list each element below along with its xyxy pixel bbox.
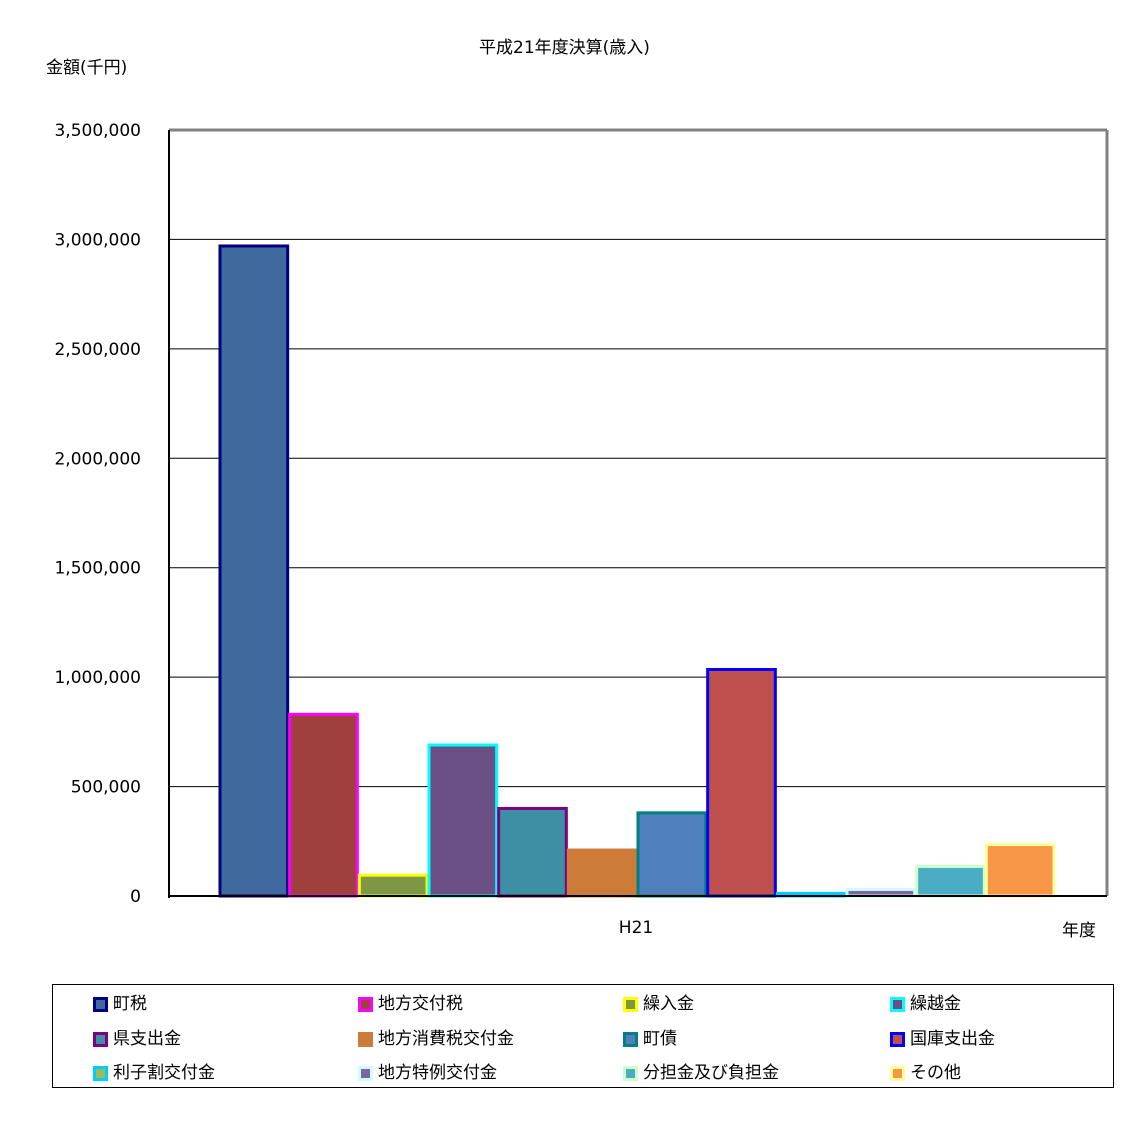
bar	[984, 843, 1056, 898]
legend-label: 利子割交付金	[113, 1063, 215, 1083]
x-axis-label: 年度	[1062, 921, 1096, 941]
legend-label: 繰越金	[910, 994, 961, 1014]
y-tick-label: 1,000,000	[54, 668, 141, 688]
chart-title: 平成21年度決算(歳入)	[479, 38, 650, 58]
y-tick-label: 500,000	[71, 778, 141, 798]
legend-swatch	[623, 1066, 638, 1081]
legend-swatch	[890, 997, 905, 1012]
legend-label: 県支出金	[113, 1029, 181, 1049]
legend-swatch	[623, 1032, 638, 1047]
bar	[288, 712, 359, 898]
legend-swatch	[93, 1066, 108, 1081]
chart-svg: 0 500,000 1,000,000 1,500,000 2,000,000 2,500…	[54, 121, 1109, 938]
legend-label: 地方交付税	[378, 994, 463, 1014]
legend-label: その他	[910, 1063, 961, 1083]
legend-label: 繰入金	[643, 994, 694, 1014]
legend-swatch	[93, 1032, 108, 1047]
legend-label: 地方消費税交付金	[378, 1029, 514, 1049]
legend-swatch	[623, 997, 638, 1012]
legend-label: 国庫支出金	[910, 1029, 995, 1049]
bar	[566, 848, 638, 898]
legend-swatch	[358, 1066, 373, 1081]
legend-label: 町債	[643, 1029, 677, 1049]
bar	[915, 864, 986, 898]
bar	[218, 244, 290, 898]
y-tick-label: 0	[130, 887, 141, 907]
legend: 町税 地方交付税 繰入金 繰越金県支出金 地方消費税交付金 町債 国庫支出金利子割交付金 地方…	[52, 984, 1114, 1088]
x-tick-label: H21	[619, 918, 653, 938]
legend-swatch	[890, 1066, 905, 1081]
legend-swatch	[358, 997, 373, 1012]
bar	[427, 743, 499, 898]
y-tick-label: 3,500,000	[54, 121, 141, 141]
bar	[357, 873, 429, 898]
legend-label: 地方特例交付金	[378, 1063, 497, 1083]
legend-swatch	[93, 997, 108, 1012]
legend-swatch	[890, 1032, 905, 1047]
bar	[706, 667, 777, 898]
y-tick-label: 2,000,000	[54, 449, 141, 469]
y-tick-label: 3,000,000	[54, 230, 141, 250]
legend-label: 分担金及び負担金	[643, 1063, 779, 1083]
y-axis-label: 金額(千円)	[46, 58, 128, 78]
legend-swatch	[358, 1032, 373, 1047]
bar	[497, 806, 568, 898]
y-tick-label: 1,500,000	[54, 559, 141, 579]
y-tick-label: 2,500,000	[54, 340, 141, 360]
bar	[636, 811, 708, 898]
legend-label: 町税	[113, 994, 147, 1014]
